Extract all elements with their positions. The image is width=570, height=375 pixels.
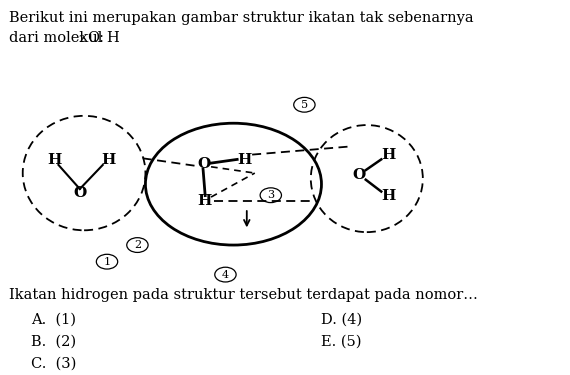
Text: H: H	[237, 153, 251, 167]
Text: A.  (1): A. (1)	[31, 312, 76, 326]
Text: dari molekul H: dari molekul H	[9, 31, 120, 45]
Text: H: H	[47, 153, 62, 167]
Text: H: H	[381, 189, 396, 203]
Text: O: O	[197, 157, 211, 171]
Text: H: H	[197, 194, 211, 208]
Text: C.  (3): C. (3)	[31, 357, 76, 370]
Text: 3: 3	[267, 190, 274, 200]
Text: 4: 4	[222, 270, 229, 280]
Text: D. (4): D. (4)	[321, 312, 363, 326]
Text: 1: 1	[103, 256, 111, 267]
Text: E. (5): E. (5)	[321, 334, 362, 348]
Text: O: O	[352, 168, 365, 182]
Text: Ikatan hidrogen pada struktur tersebut terdapat pada nomor…: Ikatan hidrogen pada struktur tersebut t…	[9, 288, 478, 302]
Text: H: H	[381, 148, 396, 162]
Text: B.  (2): B. (2)	[31, 334, 76, 348]
Text: 2: 2	[134, 240, 141, 250]
Text: O: O	[73, 186, 87, 200]
Text: 5: 5	[301, 100, 308, 110]
Text: Berikut ini merupakan gambar struktur ikatan tak sebenarnya: Berikut ini merupakan gambar struktur ik…	[9, 10, 474, 25]
Text: 2: 2	[79, 35, 85, 44]
Text: O:: O:	[87, 31, 104, 45]
Text: H: H	[101, 153, 115, 167]
